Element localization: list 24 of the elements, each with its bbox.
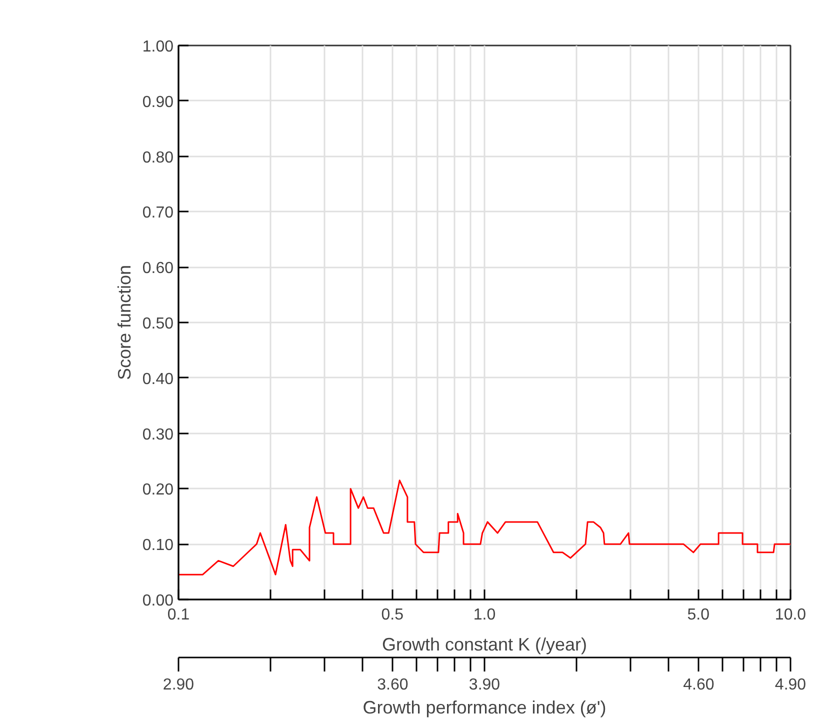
y-tick-label: 0.90 xyxy=(142,94,174,111)
y-axis-title: Score function xyxy=(114,264,134,380)
y-tick-label: 0.70 xyxy=(142,204,174,222)
x2-tick-label: 4.60 xyxy=(683,676,714,694)
y-tick-label: 0.20 xyxy=(142,482,174,499)
x-axis-title: Growth constant K (/year) xyxy=(382,634,588,654)
x-tick-label: 0.5 xyxy=(381,606,404,624)
y-tick-label: 1.00 xyxy=(142,38,174,56)
y-tick-label: 0.50 xyxy=(142,316,174,332)
y-tick-label: 0.60 xyxy=(142,260,174,278)
x2-tick-label: 4.90 xyxy=(774,676,806,694)
y-tick-label: 0.10 xyxy=(142,537,174,554)
x-tick-label: 1.0 xyxy=(473,606,496,624)
y-tick-label: 0.00 xyxy=(142,592,174,610)
x2-tick-label: 2.90 xyxy=(162,676,194,694)
y-tick-label: 0.80 xyxy=(142,149,174,166)
x-tick-label: 10.0 xyxy=(774,606,806,624)
x-tick-label: 5.0 xyxy=(687,606,710,624)
x-tick-label: 0.1 xyxy=(167,606,190,624)
y-tick-label: 0.40 xyxy=(142,370,174,388)
x2-tick-label: 3.60 xyxy=(377,676,408,694)
y-tick-label: 0.30 xyxy=(142,426,174,444)
x2-tick-label: 3.90 xyxy=(468,676,500,694)
x2-axis-title: Growth performance index (ø') xyxy=(362,698,606,718)
